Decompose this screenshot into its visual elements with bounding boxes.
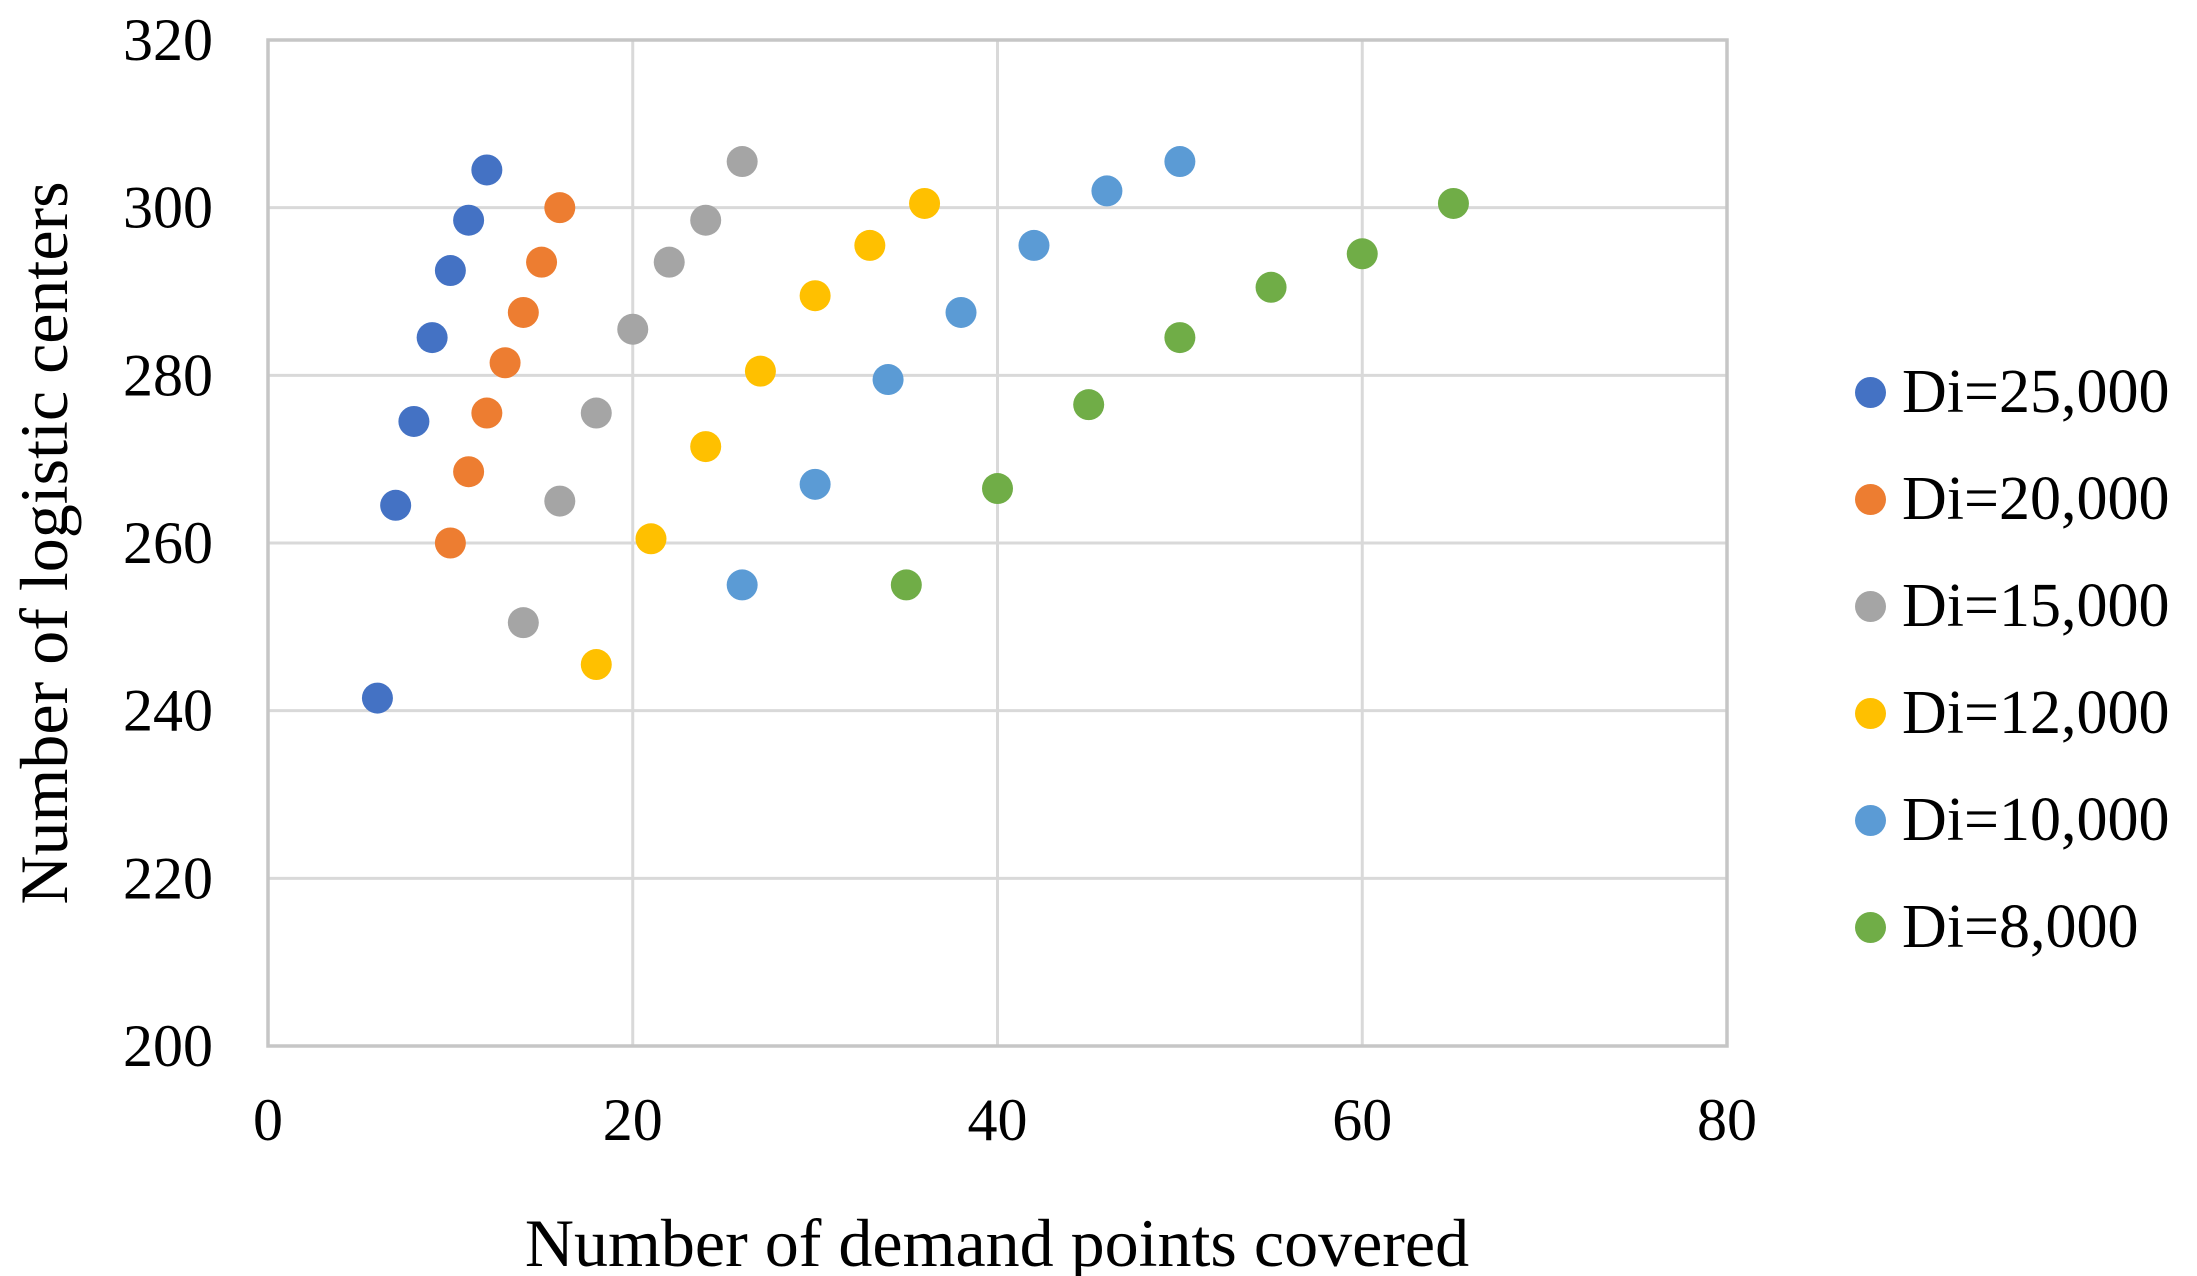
data-point xyxy=(580,649,612,681)
series-di-12-000 xyxy=(580,187,941,681)
x-tick-label: 0 xyxy=(253,1087,283,1153)
legend-label: Di=8,000 xyxy=(1902,893,2139,961)
y-tick-label: 320 xyxy=(123,7,213,73)
data-point xyxy=(1437,187,1469,219)
data-point xyxy=(471,397,503,429)
legend-label: Di=10,000 xyxy=(1902,786,2170,854)
data-point xyxy=(635,523,667,555)
data-point xyxy=(982,473,1013,505)
legend-item: Di=10,000 xyxy=(1855,785,2169,855)
data-point xyxy=(544,192,576,224)
data-point xyxy=(799,280,831,312)
data-point xyxy=(726,146,758,178)
series-di-15-000 xyxy=(507,146,758,639)
x-tick-label: 40 xyxy=(968,1087,1028,1153)
x-tick-label: 60 xyxy=(1332,1087,1392,1153)
legend-marker-icon xyxy=(1855,483,1886,515)
data-point xyxy=(1346,238,1378,270)
plot-frame xyxy=(266,38,1729,1048)
legend-marker-icon xyxy=(1855,590,1886,622)
data-point xyxy=(471,154,503,186)
data-point xyxy=(690,431,722,463)
data-point xyxy=(361,682,393,714)
y-tick-label: 220 xyxy=(123,845,213,911)
legend-marker-icon xyxy=(1855,804,1886,836)
data-point xyxy=(580,397,612,429)
data-point xyxy=(507,296,539,328)
legend-label: Di=20,000 xyxy=(1902,465,2170,533)
data-point xyxy=(1073,389,1105,421)
data-point xyxy=(1255,271,1287,303)
data-point xyxy=(453,204,485,236)
data-point xyxy=(1164,322,1196,354)
data-point xyxy=(854,229,886,261)
legend-item: Di=20,000 xyxy=(1855,464,2169,534)
data-point xyxy=(507,607,539,639)
y-tick-label: 300 xyxy=(123,175,213,241)
data-point xyxy=(653,246,685,278)
data-point xyxy=(489,347,521,379)
y-tick-label: 240 xyxy=(123,678,213,744)
legend-label: Di=15,000 xyxy=(1902,572,2170,640)
data-point xyxy=(690,204,722,236)
legend-item: Di=25,000 xyxy=(1855,357,2169,427)
data-point xyxy=(398,405,430,437)
legend-marker-icon xyxy=(1855,911,1886,943)
x-tick-label: 20 xyxy=(603,1087,663,1153)
data-point xyxy=(890,569,922,601)
data-point xyxy=(416,322,448,354)
series-di-10-000 xyxy=(726,146,1196,601)
data-point xyxy=(617,313,649,345)
data-point xyxy=(945,296,977,328)
data-point xyxy=(1018,229,1050,261)
x-tick-label: 80 xyxy=(1697,1087,1757,1153)
data-point xyxy=(744,355,776,387)
data-point xyxy=(726,569,758,601)
y-axis-title: Number of logistic centers xyxy=(6,181,82,905)
legend-label: Di=25,000 xyxy=(1902,358,2170,426)
data-point xyxy=(434,527,466,559)
data-point xyxy=(1091,175,1123,207)
data-point xyxy=(544,485,576,517)
data-point xyxy=(909,187,941,219)
legend-label: Di=12,000 xyxy=(1902,679,2170,747)
data-point xyxy=(799,468,831,500)
data-point xyxy=(1164,146,1196,178)
y-tick-label: 260 xyxy=(123,510,213,576)
series-di-8-000 xyxy=(890,187,1469,601)
x-axis-title: Number of demand points covered xyxy=(524,1205,1470,1276)
legend-item: Di=12,000 xyxy=(1855,678,2169,748)
legend-marker-icon xyxy=(1855,697,1886,729)
data-point xyxy=(380,489,412,521)
data-point xyxy=(526,246,558,278)
y-tick-label: 200 xyxy=(123,1013,213,1079)
data-point xyxy=(434,255,466,287)
legend-item: Di=15,000 xyxy=(1855,571,2169,641)
data-point xyxy=(453,456,485,488)
legend-marker-icon xyxy=(1855,376,1886,408)
legend-item: Di=8,000 xyxy=(1855,892,2138,962)
data-point xyxy=(872,364,904,396)
series-di-25-000 xyxy=(361,154,503,714)
series-di-20-000 xyxy=(434,192,576,559)
y-tick-label: 280 xyxy=(123,342,213,408)
